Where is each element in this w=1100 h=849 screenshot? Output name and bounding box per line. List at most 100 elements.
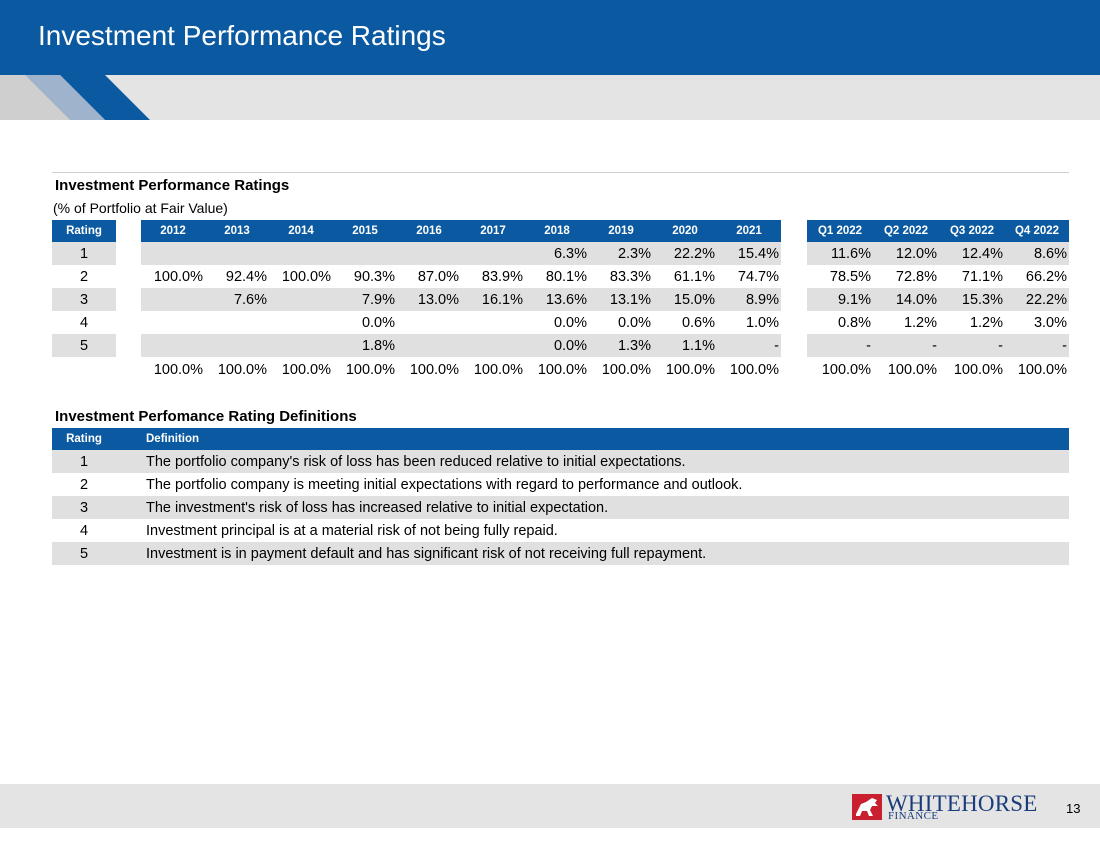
quarter-value-cell: 3.0% — [1033, 314, 1067, 331]
year-value-cell — [141, 242, 205, 265]
year-value-cell: 80.1% — [545, 268, 587, 285]
quarter-value-cell: 15.3% — [939, 288, 1005, 311]
definition-text: The investment's risk of loss has increa… — [116, 496, 1069, 519]
year-value-cell — [461, 311, 525, 334]
definitions-definition-header: Definition — [116, 428, 1069, 450]
whitehorse-finance-logo: WHITEHORSE FINANCE — [852, 791, 1042, 823]
definition-row: 1 The portfolio company's risk of loss ha… — [52, 450, 1069, 473]
footer-band — [0, 784, 1100, 828]
year-value-cell: 13.6% — [525, 288, 589, 311]
year-header: 2019 — [589, 220, 653, 242]
year-value-cell: 13.0% — [397, 288, 461, 311]
year-value-cell — [141, 311, 205, 334]
quarter-header: Q1 2022 — [807, 220, 873, 242]
quarter-value-cell: 11.6% — [807, 242, 873, 265]
year-value-cell: 1.3% — [589, 334, 653, 357]
year-value-cell: 7.6% — [205, 288, 269, 311]
definition-rating: 3 — [52, 496, 116, 519]
year-value-cell: 1.0% — [745, 314, 779, 331]
year-value-cell: 83.9% — [481, 268, 523, 285]
year-total-cell: 100.0% — [281, 361, 331, 378]
page-title: Investment Performance Ratings — [38, 20, 446, 51]
year-value-cell: 0.0% — [553, 314, 587, 331]
year-header: 2014 — [269, 220, 333, 242]
quarter-total-cell: 100.0% — [887, 361, 937, 378]
ratings-table-subtitle: (% of Portfolio at Fair Value) — [53, 200, 228, 216]
year-value-cell — [397, 311, 461, 334]
quarter-value-cell: 66.2% — [1025, 268, 1067, 285]
ratings-row: 2 100.0% 92.4% 100.0% 90.3% 87.0% 83.9% 80.1% 83… — [52, 265, 1069, 288]
year-header: 2021 — [717, 220, 781, 242]
quarter-value-cell: 22.2% — [1005, 288, 1069, 311]
header-chevron-decoration — [0, 75, 150, 120]
year-total-cell: 100.0% — [153, 361, 203, 378]
year-value-cell: 83.3% — [609, 268, 651, 285]
section-rule — [52, 172, 1069, 173]
definition-row: 4 Investment principal is at a material r… — [52, 519, 1069, 542]
rating-label: 3 — [52, 288, 116, 311]
definition-text: The portfolio company's risk of loss has… — [116, 450, 1069, 473]
definitions-table-title: Investment Perfomance Rating Definitions — [55, 408, 357, 425]
quarter-value-cell: - — [807, 334, 873, 357]
quarter-value-cell: - — [1005, 334, 1069, 357]
quarter-total-cell: 100.0% — [953, 361, 1003, 378]
year-value-cell: 90.3% — [353, 268, 395, 285]
ratings-row: 3 7.6% 7.9% 13.0% 16.1% 13.6% 13.1% 15.0% 8.9% 9.… — [52, 288, 1069, 311]
year-value-cell — [397, 334, 461, 357]
year-value-cell — [333, 242, 397, 265]
year-value-cell: 74.7% — [737, 268, 779, 285]
definition-text: The portfolio company is meeting initial… — [146, 476, 743, 493]
definition-rating: 1 — [52, 450, 116, 473]
year-total-cell: 100.0% — [409, 361, 459, 378]
definition-rating: 5 — [52, 542, 116, 565]
ratings-table: Rating 2012 2013 2014 2015 2016 2017 201… — [52, 220, 1069, 380]
year-value-cell: 13.1% — [589, 288, 653, 311]
quarter-header: Q2 2022 — [873, 220, 939, 242]
year-value-cell: - — [717, 334, 781, 357]
quarter-value-cell: 8.6% — [1005, 242, 1069, 265]
definitions-header-row: Rating Definition — [52, 428, 1069, 450]
year-total-cell: 100.0% — [729, 361, 779, 378]
rating-label: 4 — [79, 314, 89, 331]
year-total-cell: 100.0% — [345, 361, 395, 378]
year-header: 2017 — [461, 220, 525, 242]
quarter-value-cell: - — [873, 334, 939, 357]
year-total-cell: 100.0% — [217, 361, 267, 378]
definition-row: 3 The investment's risk of loss has incre… — [52, 496, 1069, 519]
header-subband — [0, 75, 1100, 120]
definition-row: 5 Investment is in payment default and ha… — [52, 542, 1069, 565]
rating-column-header: Rating — [52, 220, 116, 242]
year-value-cell: 8.9% — [717, 288, 781, 311]
year-header: 2016 — [397, 220, 461, 242]
quarter-value-cell: 9.1% — [807, 288, 873, 311]
definition-text: Investment principal is at a material ri… — [146, 522, 558, 539]
year-total-cell: 100.0% — [537, 361, 587, 378]
year-value-cell — [205, 311, 269, 334]
year-value-cell — [461, 242, 525, 265]
ratings-row: 5 1.8% 0.0% 1.3% 1.1% - - - - - — [52, 334, 1069, 357]
rating-label: 5 — [52, 334, 116, 357]
quarter-value-cell: 1.2% — [903, 314, 937, 331]
quarter-value-cell: 71.1% — [961, 268, 1003, 285]
quarter-value-cell: - — [939, 334, 1005, 357]
year-value-cell: 1.1% — [653, 334, 717, 357]
quarter-total-cell: 100.0% — [1017, 361, 1067, 378]
rating-label: 1 — [52, 242, 116, 265]
year-value-cell — [269, 288, 333, 311]
logo-subtext: FINANCE — [888, 810, 939, 822]
definition-rating: 2 — [79, 476, 89, 493]
quarter-value-cell: 12.0% — [873, 242, 939, 265]
year-value-cell: 16.1% — [461, 288, 525, 311]
ratings-row: 1 6.3% 2.3% 22.2% 15.4% 11.6% 12.0% 12.4% 8.6% — [52, 242, 1069, 265]
year-value-cell: 100.0% — [281, 268, 331, 285]
year-value-cell — [461, 334, 525, 357]
definition-rating: 4 — [79, 522, 89, 539]
quarter-header: Q4 2022 — [1005, 220, 1069, 242]
year-value-cell — [141, 334, 205, 357]
ratings-table-title: Investment Performance Ratings — [55, 177, 290, 194]
year-value-cell — [141, 288, 205, 311]
quarter-value-cell: 14.0% — [873, 288, 939, 311]
year-header: 2015 — [333, 220, 397, 242]
year-value-cell: 15.0% — [653, 288, 717, 311]
quarter-value-cell: 0.8% — [837, 314, 871, 331]
